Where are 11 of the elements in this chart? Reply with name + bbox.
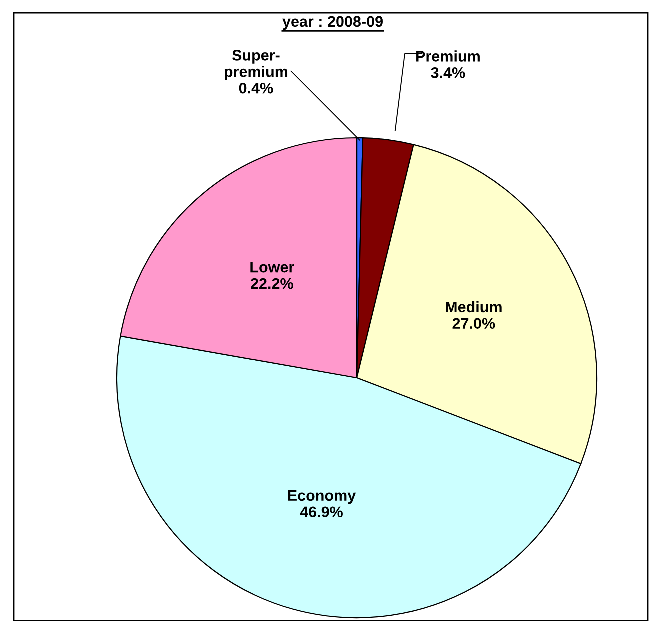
slice-label: Lower <box>250 262 294 273</box>
data-label: 27.0% <box>452 318 496 330</box>
data-label: 3.4% <box>431 68 466 78</box>
data-label: 46.9% <box>300 506 343 518</box>
chart-title: year : 2008-09 <box>282 16 383 30</box>
data-label: 22.2% <box>251 278 294 290</box>
slice-label: Medium <box>446 301 502 313</box>
slice-label: Economy <box>288 490 356 504</box>
data-label: 0.4% <box>239 82 274 94</box>
slice-label: Premium <box>416 50 480 62</box>
slice-label: Super- premium <box>224 50 288 80</box>
